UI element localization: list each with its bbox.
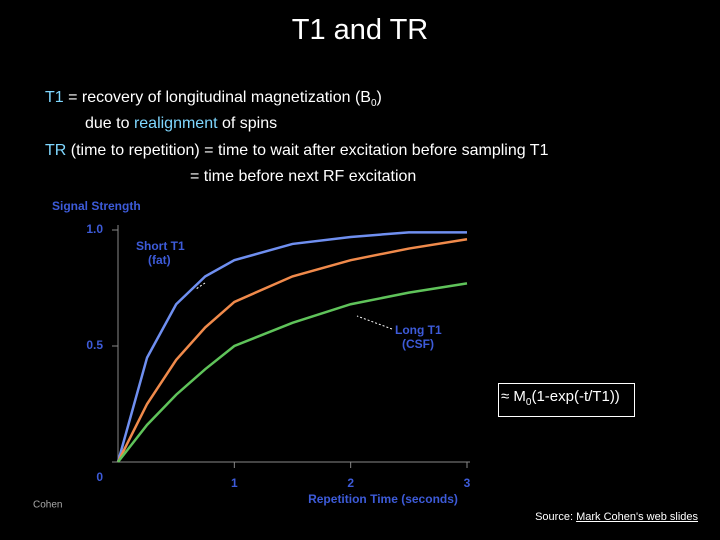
source: Source: Mark Cohen's web slides [535, 511, 698, 523]
series-line [116, 238, 468, 463]
annotation-arrow [356, 315, 393, 330]
y-tick-label: 0 [96, 470, 103, 484]
text: due to [85, 115, 134, 132]
text: Source: [535, 511, 577, 523]
text: = recovery of longitudinal magnetization… [63, 89, 371, 106]
series-line [116, 231, 467, 463]
x-tick-label: 2 [347, 476, 354, 490]
series-line [117, 282, 468, 463]
text: (time to repetition) = time to wait afte… [66, 142, 549, 159]
title: T1 and TR [291, 14, 429, 46]
y-tick-label: 1.0 [86, 222, 103, 236]
x-axis-label: Repetition Time (seconds) [308, 492, 458, 506]
annotation-arrow [195, 282, 206, 290]
annotation: Short T1 [136, 239, 185, 253]
text-line: TR (time to repetition) = time to wait a… [45, 142, 548, 160]
subscript: 0 [370, 98, 377, 110]
annotation: (fat) [148, 253, 171, 267]
text: (1-exp(-t/T1)) [531, 388, 620, 405]
text-line: due to realignment of spins [85, 115, 277, 133]
text: ) [376, 89, 382, 106]
x-tick-label: 3 [464, 476, 471, 490]
source-link[interactable]: Mark Cohen's web slides [576, 511, 698, 523]
formula-box: ≈ M0(1-exp(-t/T1)) [498, 383, 635, 417]
x-tick-label: 1 [231, 476, 238, 490]
text: of spins [217, 115, 278, 132]
text-line: T1 = recovery of longitudinal magnetizat… [45, 89, 382, 109]
term: T1 [45, 89, 64, 106]
y-tick-label: 0.5 [86, 338, 103, 352]
text: ≈ M [501, 388, 526, 405]
text-line: = time before next RF excitation [190, 168, 416, 186]
subscript: 0 [525, 397, 532, 408]
term: realignment [133, 115, 218, 132]
text: = time before next RF excitation [190, 168, 417, 185]
annotation: Long T1 [395, 323, 442, 337]
annotation: Cohen [33, 500, 62, 511]
term: TR [45, 142, 67, 159]
y-axis-label: Signal Strength [52, 199, 141, 213]
annotation: (CSF) [402, 337, 434, 351]
